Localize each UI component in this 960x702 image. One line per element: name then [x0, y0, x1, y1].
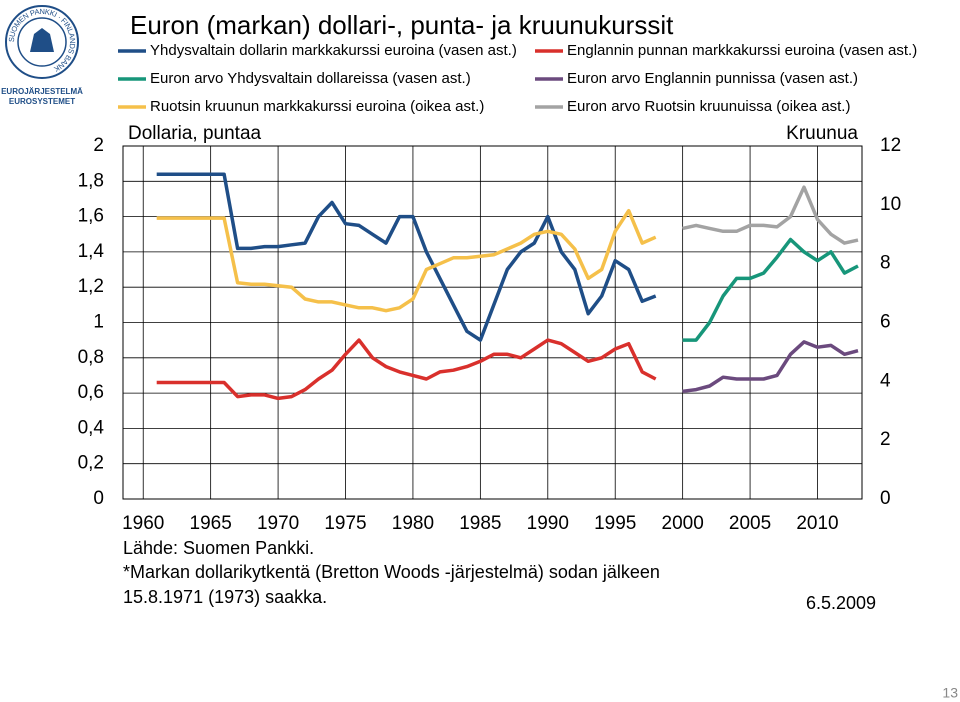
page-number: 13 — [942, 685, 958, 701]
x-tick-label: 1990 — [527, 513, 569, 534]
x-tick-label: 1965 — [190, 513, 232, 534]
note: *Markan dollarikytkentä (Bretton Woods -… — [123, 562, 660, 582]
y-tick-label: 1 — [93, 312, 104, 333]
x-tick-label: 2000 — [662, 513, 704, 534]
chart-title: Euron (markan) dollari-, punta- ja kruun… — [130, 10, 674, 40]
logo-text: EUROJÄRJESTELMÄ — [1, 87, 83, 96]
y-tick-label: 0 — [93, 488, 104, 509]
y-tick-label: 1,8 — [78, 170, 104, 191]
note: 15.8.1971 (1973) saakka. — [123, 587, 327, 607]
y-tick-label: 2 — [93, 135, 104, 156]
x-tick-label: 1995 — [594, 513, 636, 534]
x-tick-label: 2005 — [729, 513, 771, 534]
y-tick-label: 1,6 — [78, 206, 104, 227]
y-tick-label: 0,6 — [78, 382, 104, 403]
logo-inner — [17, 17, 67, 67]
legend-label: Euron arvo Yhdysvaltain dollareissa (vas… — [150, 70, 471, 87]
logo-ring — [5, 5, 79, 79]
series-line — [156, 172, 657, 342]
logo: SUOMEN PANKKI · FINLANDS BANK EUROJÄRJES… — [1, 5, 83, 106]
series-line — [156, 208, 657, 313]
y2-tick-label: 4 — [880, 370, 891, 391]
series-line — [682, 185, 859, 245]
y2-tick-label: 8 — [880, 253, 891, 274]
legend-label: Ruotsin kruunun markkakurssi euroina (oi… — [150, 98, 484, 115]
legend-label: Euron arvo Englannin punnissa (vasen ast… — [567, 70, 858, 87]
x-tick-label: 1960 — [122, 513, 164, 534]
y2-tick-label: 12 — [880, 135, 901, 156]
series-line — [682, 237, 859, 342]
legend-label: Englannin punnan markkakurssi euroina (v… — [567, 42, 917, 59]
y2-tick-label: 2 — [880, 429, 891, 450]
y-axis-label: Dollaria, puntaa — [128, 123, 262, 144]
y2-axis-label: Kruunua — [786, 123, 858, 144]
logo-text: EUROSYSTEMET — [9, 97, 75, 106]
x-tick-label: 1975 — [324, 513, 366, 534]
logo-emblem — [30, 28, 54, 52]
y-tick-label: 1,2 — [78, 276, 104, 297]
legend-label: Euron arvo Ruotsin kruunuissa (oikea ast… — [567, 98, 850, 115]
y2-tick-label: 0 — [880, 488, 891, 509]
x-tick-label: 1980 — [392, 513, 434, 534]
x-tick-label: 1970 — [257, 513, 299, 534]
y-tick-label: 1,4 — [78, 241, 105, 262]
x-tick-label: 1985 — [459, 513, 501, 534]
date: 6.5.2009 — [806, 593, 876, 613]
y-tick-label: 0,2 — [78, 453, 104, 474]
series-line — [156, 338, 657, 401]
legend-label: Yhdysvaltain dollarin markkakurssi euroi… — [150, 42, 517, 59]
x-tick-label: 2010 — [796, 513, 838, 534]
y2-tick-label: 10 — [880, 194, 901, 215]
y-tick-label: 0,4 — [78, 417, 105, 438]
y2-tick-label: 6 — [880, 312, 891, 333]
note: Lähde: Suomen Pankki. — [123, 538, 314, 558]
series-line — [682, 340, 859, 394]
y-tick-label: 0,8 — [78, 347, 104, 368]
